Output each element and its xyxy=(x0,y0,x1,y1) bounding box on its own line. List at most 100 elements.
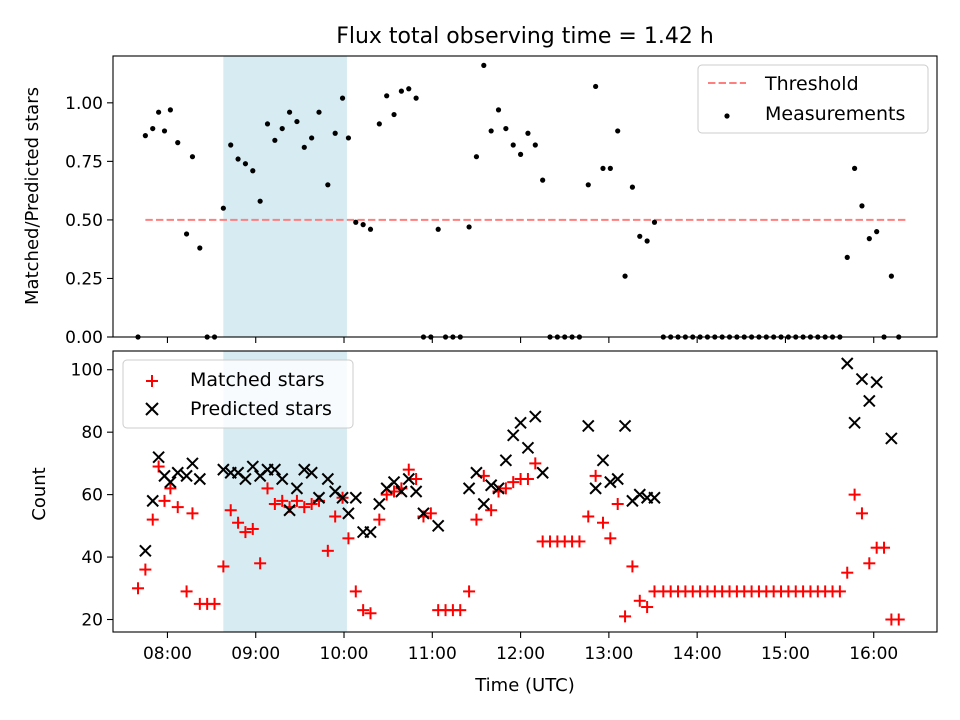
y-tick-label: 0.00 xyxy=(65,328,103,348)
x-tick-label: 11:00 xyxy=(408,644,457,664)
measurement-point xyxy=(360,222,366,228)
matched-star-point xyxy=(626,560,639,573)
bottom-x-ticks: 08:00 09:00 10:00 11:00 12:00 13:00 14:00 15:00… xyxy=(143,632,898,664)
matched-star-point xyxy=(410,473,423,486)
legend-predicted-swatch xyxy=(145,402,159,416)
measurement-point xyxy=(142,133,148,139)
measurement-point xyxy=(481,62,487,68)
top-x-ticks xyxy=(166,337,875,343)
y-tick-label: 1.00 xyxy=(65,94,103,114)
matched-star-point xyxy=(507,476,520,489)
predicted-star-point xyxy=(596,454,610,467)
y-tick-label: 0.25 xyxy=(65,269,103,289)
measurement-point xyxy=(607,165,613,171)
matched-star-point xyxy=(208,597,221,610)
predicted-star-point xyxy=(409,485,423,498)
measurement-point xyxy=(167,107,173,113)
measurement-point xyxy=(495,107,502,113)
predicted-star-point xyxy=(321,472,335,486)
predicted-star-point xyxy=(283,504,296,517)
matched-star-point xyxy=(463,585,476,598)
predicted-star-point xyxy=(290,482,304,495)
matched-star-point xyxy=(878,541,891,554)
measurement-point xyxy=(391,111,397,118)
legend-threshold-label: Threshold xyxy=(764,73,859,95)
matched-star-point xyxy=(246,522,259,535)
x-tick-label: 08:00 xyxy=(143,644,192,664)
predicted-star-point xyxy=(470,466,483,479)
predicted-star-point xyxy=(492,482,505,495)
matched-star-point xyxy=(224,504,237,517)
matched-star-point xyxy=(855,507,868,520)
predicted-star-point xyxy=(180,469,193,483)
bottom-y-ticks: 20 40 60 80 100 xyxy=(71,361,113,631)
y-tick-label: 40 xyxy=(81,548,103,568)
predicted-star-point xyxy=(633,488,646,501)
measurement-point xyxy=(250,168,256,174)
matched-star-point xyxy=(329,510,342,523)
matched-star-point xyxy=(604,532,617,545)
legend-measurements-swatch xyxy=(724,113,730,119)
measurement-point xyxy=(279,125,285,132)
measurement-point xyxy=(615,128,621,134)
predicted-star-point xyxy=(387,475,401,489)
matched-star-point xyxy=(611,497,624,510)
measurement-point xyxy=(644,238,650,244)
measurement-point xyxy=(339,95,346,101)
bottom-legend-box xyxy=(122,359,354,429)
matched-star-point xyxy=(132,582,145,595)
measurement-point xyxy=(473,154,480,160)
predicted-star-point xyxy=(589,482,602,495)
predicted-star-point xyxy=(239,472,252,486)
matched-star-point xyxy=(596,516,609,529)
matched-star-point xyxy=(232,516,245,529)
matched-star-point xyxy=(276,494,289,507)
matched-star-point xyxy=(589,469,602,482)
measurement-point xyxy=(435,226,441,232)
predicted-star-point xyxy=(863,394,876,408)
legend-predicted-label: Predicted stars xyxy=(190,398,332,420)
y-tick-label: 80 xyxy=(81,423,103,443)
predicted-star-point xyxy=(186,457,199,470)
measurement-point xyxy=(228,142,234,148)
measurement-point xyxy=(150,125,156,132)
predicted-star-point xyxy=(604,475,617,489)
measurement-point xyxy=(197,245,203,251)
measurement-point xyxy=(242,161,249,167)
predicted-star-point xyxy=(217,463,230,476)
predicted-star-point xyxy=(336,491,349,504)
y-tick-label: 60 xyxy=(81,486,103,506)
x-tick-label: 10:00 xyxy=(320,644,369,664)
predicted-star-point xyxy=(462,482,476,495)
x-tick-label: 15:00 xyxy=(761,644,810,664)
y-tick-label: 100 xyxy=(71,361,103,381)
matched-star-point xyxy=(290,494,303,507)
matched-star-point xyxy=(848,488,861,501)
measurement-point xyxy=(525,130,531,136)
predicted-star-point xyxy=(611,472,624,486)
matched-star-point xyxy=(254,557,267,570)
matched-star-point xyxy=(298,501,311,514)
top-shaded-interval xyxy=(223,56,347,337)
measurement-point xyxy=(367,226,374,232)
measurement-point xyxy=(466,224,472,230)
measurement-point xyxy=(844,254,850,260)
predicted-star-point xyxy=(870,376,883,389)
predicted-star-point xyxy=(373,497,386,511)
predicted-star-point xyxy=(193,472,207,486)
predicted-star-point xyxy=(514,416,527,430)
matched-star-point xyxy=(364,607,377,620)
matched-star-point xyxy=(305,497,318,510)
measurement-point xyxy=(859,203,865,209)
matched-star-point xyxy=(139,563,152,576)
measurement-point xyxy=(175,140,181,146)
predicted-star-point xyxy=(305,466,318,479)
measurement-point xyxy=(651,219,658,225)
matched-stars-points xyxy=(132,457,905,626)
bottom-legend: Matched stars Predicted stars xyxy=(122,359,354,429)
matched-star-point xyxy=(485,504,498,517)
matched-star-point xyxy=(146,513,159,526)
matched-star-point xyxy=(424,507,437,520)
measurement-point xyxy=(376,121,382,127)
